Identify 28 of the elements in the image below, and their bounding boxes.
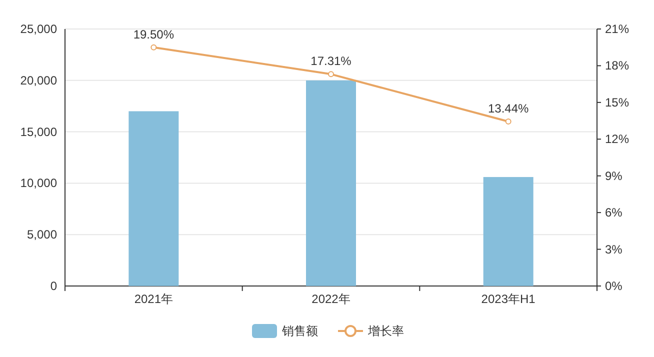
- point: [150, 44, 157, 50]
- y-tick-label: 0: [50, 279, 58, 293]
- y-tick-label: 20,000: [20, 73, 58, 88]
- y2-tick-label: 9%: [605, 168, 623, 183]
- x-tick-label: 2021年: [134, 292, 174, 306]
- point: [328, 71, 334, 78]
- y2-tick-label: 6%: [605, 206, 623, 220]
- x-tick-label: 2023年H1: [481, 292, 536, 306]
- y2-tick-label: 0%: [605, 279, 623, 293]
- legend-label: 增长率: [367, 324, 404, 338]
- y-tick-label: 25,000: [20, 22, 58, 36]
- data-label: 13.44%: [488, 102, 530, 116]
- y2-tick-label: 21%: [605, 22, 630, 36]
- bar: [128, 111, 179, 286]
- bar: [483, 177, 534, 286]
- x-tick-label: 2022年: [312, 292, 350, 306]
- bar: [306, 80, 356, 286]
- point: [505, 118, 512, 125]
- y2-tick-label: 18%: [605, 58, 630, 73]
- y2-tick-label: 12%: [605, 132, 630, 146]
- legend-label: 销售额: [281, 324, 318, 338]
- y-tick-label: 10,000: [20, 176, 58, 190]
- y2-tick-label: 3%: [605, 242, 623, 256]
- data-label: 19.50%: [133, 27, 174, 42]
- y-tick-label: 5,000: [26, 228, 58, 242]
- y2-tick-label: 15%: [605, 95, 630, 110]
- data-label: 17.31%: [310, 54, 352, 68]
- y-tick-label: 15,000: [20, 124, 58, 139]
